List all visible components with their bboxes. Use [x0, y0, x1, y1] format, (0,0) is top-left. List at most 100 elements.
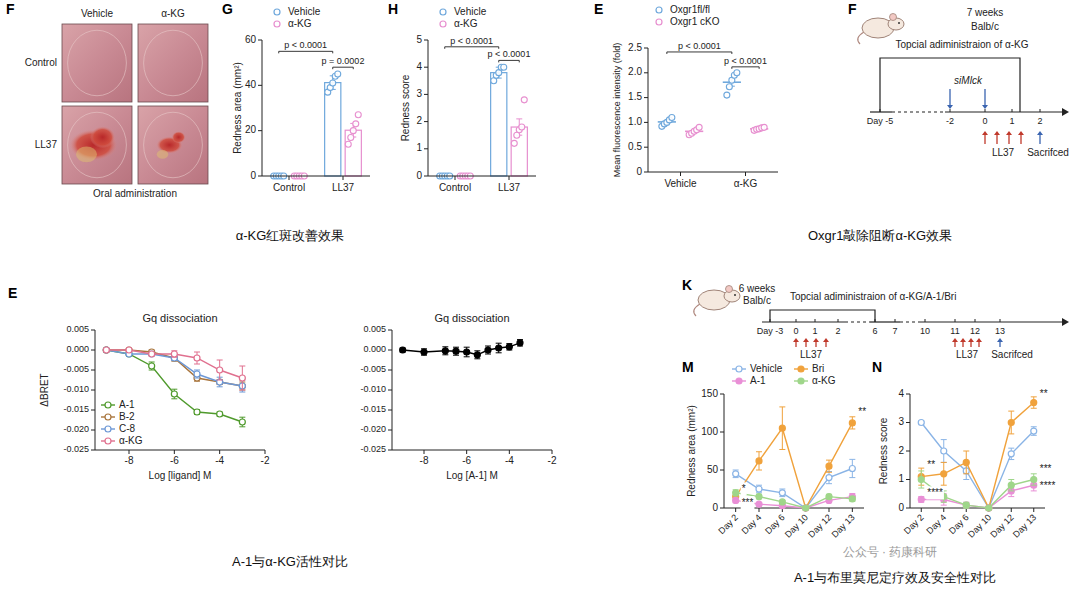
data-point — [103, 347, 109, 353]
x-tick-label: -4 — [505, 455, 514, 466]
error-bar — [194, 410, 200, 415]
y-tick-label: 3 — [898, 416, 904, 427]
y-axis — [428, 40, 429, 176]
data-point — [986, 505, 992, 511]
plot-marks — [733, 407, 856, 511]
photo-ring — [68, 30, 127, 96]
y-axis — [262, 40, 263, 176]
y-tick — [906, 451, 910, 452]
series-line — [921, 485, 1034, 508]
data-point — [733, 471, 739, 477]
error-bar — [849, 497, 855, 502]
error-bar — [826, 494, 832, 499]
data-point — [756, 494, 762, 500]
error-bar — [849, 417, 855, 429]
arrow-head — [947, 105, 953, 109]
timeline-diagram: K6 weeksBalb/cTopcial adiministraion of … — [682, 277, 1069, 360]
x-tick — [829, 508, 830, 512]
chart-panel: H012345Redness scoreControlLL37Vehicleα-… — [388, 1, 536, 193]
chart-panel: E0.0050.000-0.005-0.010-0.015-0.020-0.02… — [8, 285, 270, 481]
x-tick-label: Day 2 — [716, 512, 740, 536]
x-tick — [745, 172, 746, 176]
significance-bracket — [732, 67, 759, 69]
data-point — [849, 496, 855, 502]
data-point — [941, 471, 947, 477]
photo — [138, 24, 208, 102]
x-tick — [343, 176, 344, 180]
data-point — [986, 505, 992, 511]
x-tick — [265, 450, 266, 454]
day-tick — [815, 319, 816, 322]
data-point — [1008, 420, 1014, 426]
x-tick — [174, 450, 175, 454]
y-tick-label: 60 — [245, 34, 257, 45]
column-header: Vehicle — [81, 8, 114, 19]
mouse-eye — [734, 294, 736, 296]
x-axis — [392, 450, 552, 451]
legend-label: Oxgr1fl/fl — [670, 4, 710, 15]
caption: A-1与α-KG活性对比 — [232, 554, 348, 569]
y-tick-label: 1.5 — [628, 91, 642, 102]
photo-lesion — [76, 147, 97, 163]
arrow-head — [793, 338, 799, 342]
x-tick-label: Day 13 — [1011, 512, 1038, 539]
error-bar — [217, 360, 223, 380]
data-point — [519, 124, 525, 130]
panel-letter: E — [8, 285, 17, 301]
legend-marker — [105, 402, 111, 408]
x-tick — [424, 450, 425, 454]
endpoint-label: Sacrifced — [1027, 147, 1069, 158]
legend-marker — [798, 378, 804, 384]
error-bar — [485, 346, 491, 354]
data-point — [803, 505, 809, 511]
arrow-head — [997, 338, 1003, 342]
y-tick — [720, 432, 724, 433]
chart-panel: E00.51.01.52.02.5Mean fluorescence inten… — [594, 1, 778, 189]
series-line — [736, 497, 853, 508]
panel-letter: K — [682, 277, 692, 293]
error-bar — [756, 494, 762, 499]
x-tick — [509, 450, 510, 454]
treatment-bracket — [880, 58, 1020, 112]
data-point — [1031, 428, 1037, 434]
x-tick — [759, 508, 760, 512]
error-bar — [171, 351, 177, 357]
photo — [62, 106, 132, 184]
x-tick-label: LL37 — [498, 182, 521, 193]
y-tick-label: 1 — [898, 473, 904, 484]
arrow-head — [952, 338, 958, 342]
series-line — [921, 403, 1034, 508]
data-point — [511, 140, 517, 146]
y-tick — [388, 450, 392, 451]
y-axis-title: Redness score — [878, 417, 889, 484]
error-bar — [171, 389, 177, 399]
arrow-head — [968, 338, 974, 342]
y-tick — [91, 430, 95, 431]
y-axis-title: ΔBRET — [39, 373, 50, 406]
y-tick-label: 2.0 — [628, 66, 642, 77]
day-label: 2 — [835, 326, 840, 336]
legend-label: Vehicle — [750, 363, 783, 374]
data-point — [506, 344, 512, 350]
chart-panel: N01234Redness scoreDay 2Day 4Day 6Day 10… — [872, 359, 1055, 540]
y-axis — [648, 48, 649, 172]
data-point — [517, 340, 523, 346]
data-point — [496, 345, 502, 351]
timeline — [945, 111, 1062, 112]
day-tick — [1012, 109, 1013, 112]
x-tick — [1033, 508, 1034, 512]
x-tick — [289, 176, 290, 180]
y-tick — [91, 390, 95, 391]
data-point — [171, 351, 177, 357]
y-tick — [388, 330, 392, 331]
data-point — [726, 84, 732, 90]
day-tick — [770, 319, 771, 322]
arrow-head — [803, 338, 809, 342]
data-point — [779, 490, 785, 496]
bar — [511, 127, 527, 176]
bar — [345, 130, 361, 176]
x-tick — [735, 508, 736, 512]
timeline — [870, 111, 892, 112]
arrow-head — [823, 338, 829, 342]
legend-marker — [440, 9, 446, 15]
